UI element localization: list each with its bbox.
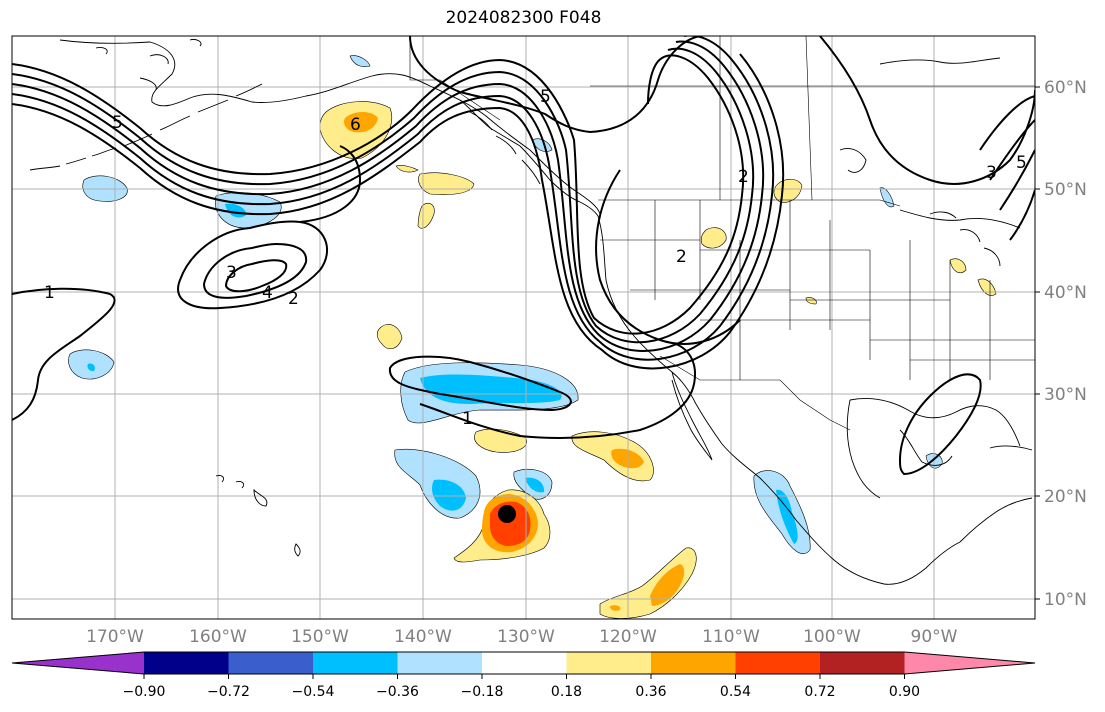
contour-label: 6 [350, 115, 361, 135]
map-frame [11, 35, 1036, 620]
contour-label: 2 [288, 289, 299, 309]
colorbar: −0.90 −0.72 −0.54 −0.36 −0.18 0.18 0.36 … [11, 651, 1036, 700]
blue-region [525, 477, 545, 493]
contour-label-group: 1 1 2 2 2 3 3 4 5 5 5 6 [44, 87, 1027, 429]
yellow-region [949, 258, 967, 273]
contour-label: 1 [44, 283, 55, 303]
coastlines [29, 39, 1033, 585]
lat-label: 40°N [1044, 283, 1087, 303]
lat-label: 30°N [1044, 385, 1087, 405]
lon-label: 100°W [803, 627, 861, 647]
lat-label: 60°N [1044, 78, 1087, 98]
colorbar-tick-label: 0.18 [551, 684, 582, 700]
orange-region [610, 605, 621, 611]
lon-axis: 170°W 160°W 150°W 140°W 130°W 120°W 110°… [86, 627, 958, 647]
colorbar-segment [735, 652, 820, 674]
lon-label: 160°W [189, 627, 247, 647]
colorbar-segment [566, 652, 651, 674]
orange-region [650, 564, 685, 606]
blue-region [87, 363, 95, 372]
colorbar-tick-label: −0.54 [292, 684, 335, 700]
colorbar-tick-label: −0.36 [376, 684, 419, 700]
lon-label: 140°W [394, 627, 452, 647]
colorbar-segment [313, 652, 398, 674]
contour-label: 1 [462, 409, 473, 429]
colorbar-tick-label: 0.36 [635, 684, 666, 700]
lat-label: 20°N [1044, 487, 1087, 507]
map-title: 2024082300 F048 [445, 8, 602, 28]
lon-label: 130°W [497, 627, 555, 647]
lat-label: 10°N [1044, 590, 1087, 610]
yellow-region [417, 202, 435, 229]
yellow-region [599, 547, 697, 619]
colorbar-tick-label: 0.54 [720, 684, 751, 700]
colorbar-segment [482, 652, 567, 674]
blue-region [531, 138, 553, 152]
lat-label: 50°N [1044, 180, 1087, 200]
lon-label: 120°W [599, 627, 657, 647]
colorbar-extend-min [12, 652, 144, 674]
orange-region [344, 112, 378, 133]
gridlines [12, 36, 1035, 619]
blue-region [432, 479, 466, 511]
colorbar-segment [397, 652, 482, 674]
contour-lines [12, 36, 1035, 476]
colorbar-tick-label: −0.18 [461, 684, 504, 700]
blue-region [349, 55, 371, 67]
colorbar-tick-label: 0.90 [889, 684, 920, 700]
yellow-region [805, 297, 817, 305]
colorbar-segment [144, 652, 229, 674]
contour-label: 3 [986, 163, 997, 183]
colorbar-segment [228, 652, 313, 674]
colorbar-segment [651, 652, 736, 674]
contour-label: 5 [1016, 153, 1027, 173]
contour-label: 3 [226, 263, 237, 283]
colorbar-segment [820, 652, 905, 674]
yellow-region [700, 227, 727, 249]
contour-label: 2 [676, 247, 687, 267]
yellow-region [395, 165, 419, 173]
shaded-fields [68, 55, 997, 619]
contour-label: 5 [540, 87, 551, 107]
colorbar-tick-label: −0.90 [123, 684, 166, 700]
political-borders [409, 36, 1035, 431]
lon-label: 170°W [86, 627, 144, 647]
contour-label: 5 [112, 113, 123, 133]
yellow-region [376, 324, 403, 350]
colorbar-tick-label: 0.72 [804, 684, 835, 700]
yellow-region [977, 278, 997, 296]
lon-label: 110°W [702, 627, 760, 647]
lat-axis: 10°N 20°N 30°N 40°N 50°N 60°N [1035, 78, 1087, 610]
colorbar-extend-max [904, 652, 1035, 674]
contour-label: 2 [738, 167, 749, 187]
storm-center-marker [498, 505, 516, 523]
lon-label: 150°W [291, 627, 349, 647]
lon-label: 90°W [911, 627, 958, 647]
blue-region [776, 489, 798, 544]
colorbar-tick-label: −0.72 [207, 684, 250, 700]
contour-label: 4 [262, 283, 273, 303]
